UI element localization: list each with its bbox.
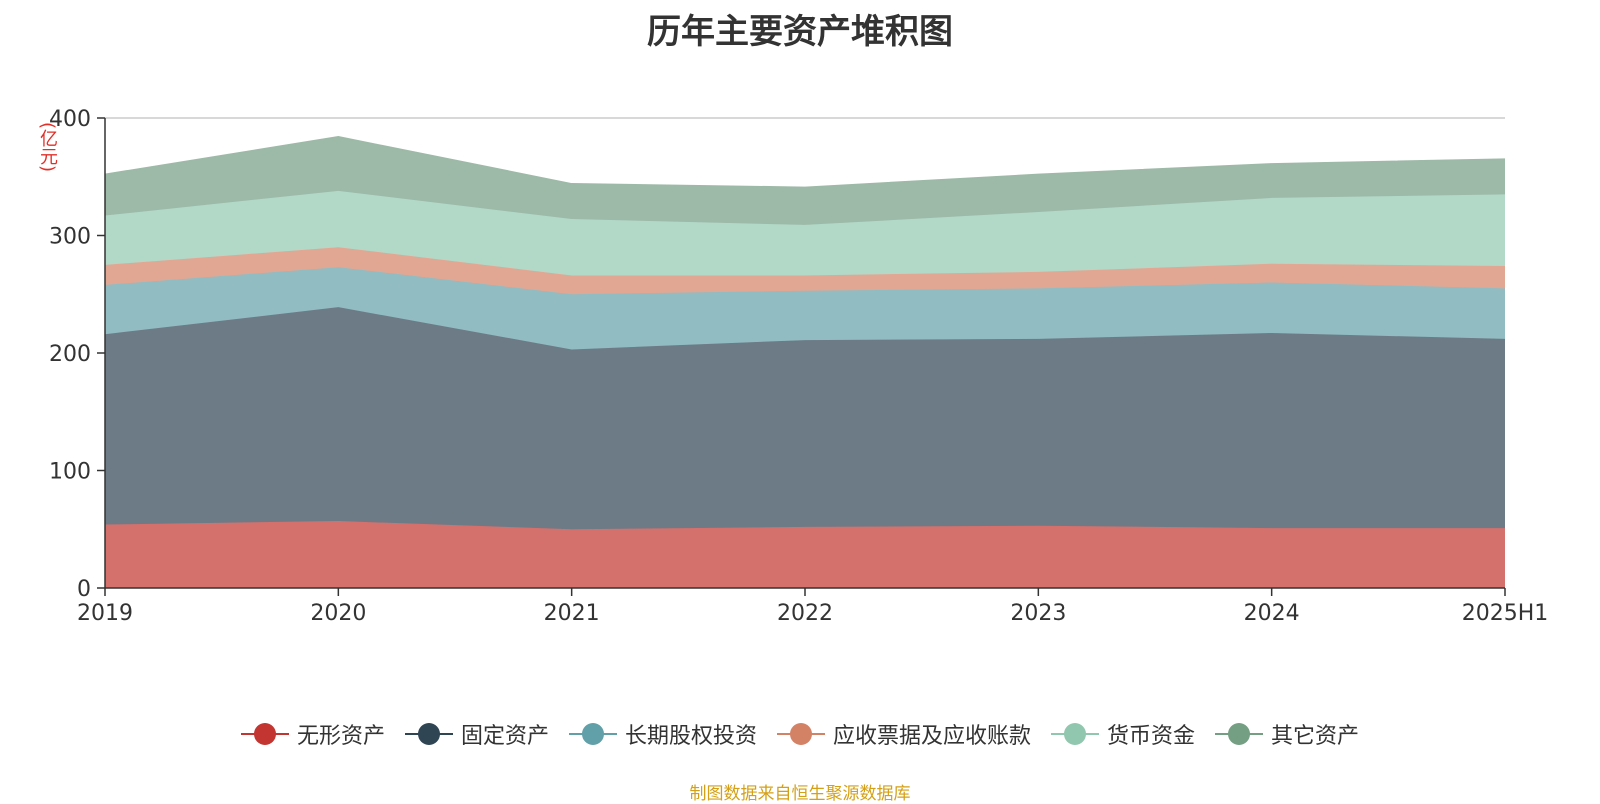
y-tick-label: 300 <box>49 225 91 250</box>
area-series-4[interactable] <box>105 190 1505 276</box>
legend-label: 其它资产 <box>1271 724 1360 749</box>
legend-label: 无形资产 <box>296 724 385 749</box>
series-line-5 <box>104 136 1506 189</box>
area-series-1[interactable] <box>105 307 1505 530</box>
x-tick-label: 2020 <box>310 601 366 626</box>
area-series-layer <box>104 136 1506 588</box>
source-note: 制图数据来自恒生聚源数据库 <box>689 784 911 804</box>
y-tick-label: 200 <box>49 342 91 367</box>
area-series-5[interactable] <box>105 136 1505 225</box>
legend-item-0[interactable]: 无形资产 <box>240 718 385 750</box>
x-tick-label: 2024 <box>1244 601 1300 626</box>
legend-swatch-icon <box>240 722 289 746</box>
area-series-0[interactable] <box>105 521 1505 588</box>
legend: 无形资产 固定资产 长期股权投资 应收票据及应收账款 货币资金 其它资产 <box>0 718 1600 750</box>
x-tick-label: 2023 <box>1010 601 1066 626</box>
x-tick-label: 2022 <box>777 601 833 626</box>
legend-label: 固定资产 <box>460 724 549 749</box>
x-tick-label: 2019 <box>77 601 133 626</box>
stacked-area-chart: 0 100 200 300 400 2019 2020 2021 2022 2023 2024 202… <box>49 107 1548 626</box>
area-series-2[interactable] <box>105 267 1505 350</box>
legend-label: 长期股权投资 <box>624 724 757 749</box>
chart-title: 历年主要资产堆积图 <box>647 12 953 52</box>
y-tick-label: 400 <box>49 107 91 132</box>
legend-item-5[interactable]: 其它资产 <box>1215 718 1359 750</box>
legend-label: 货币资金 <box>1107 724 1196 749</box>
legend-item-3[interactable]: 应收票据及应收账款 <box>777 718 1031 750</box>
legend-swatch-icon <box>1051 722 1100 746</box>
legend-item-1[interactable]: 固定资产 <box>404 718 549 750</box>
y-tick-label: 0 <box>77 577 91 602</box>
x-tick-label: 2025H1 <box>1462 601 1549 626</box>
y-tick-label: 100 <box>49 460 91 485</box>
legend-swatch-icon <box>404 722 453 746</box>
legend-label: 应收票据及应收账款 <box>833 724 1032 749</box>
legend-item-2[interactable]: 长期股权投资 <box>568 718 757 750</box>
legend-swatch-icon <box>568 722 617 746</box>
x-tick-label: 2021 <box>544 601 600 626</box>
legend-swatch-icon <box>777 722 825 746</box>
area-series-3[interactable] <box>105 247 1505 295</box>
axes <box>97 117 1506 596</box>
tick-labels: 0 100 200 300 400 2019 2020 2021 2022 2023 2024 202… <box>49 107 1548 626</box>
y-axis-unit-label: (亿元) <box>37 122 58 173</box>
legend-item-4[interactable]: 货币资金 <box>1051 718 1195 750</box>
legend-swatch-icon <box>1215 722 1264 746</box>
